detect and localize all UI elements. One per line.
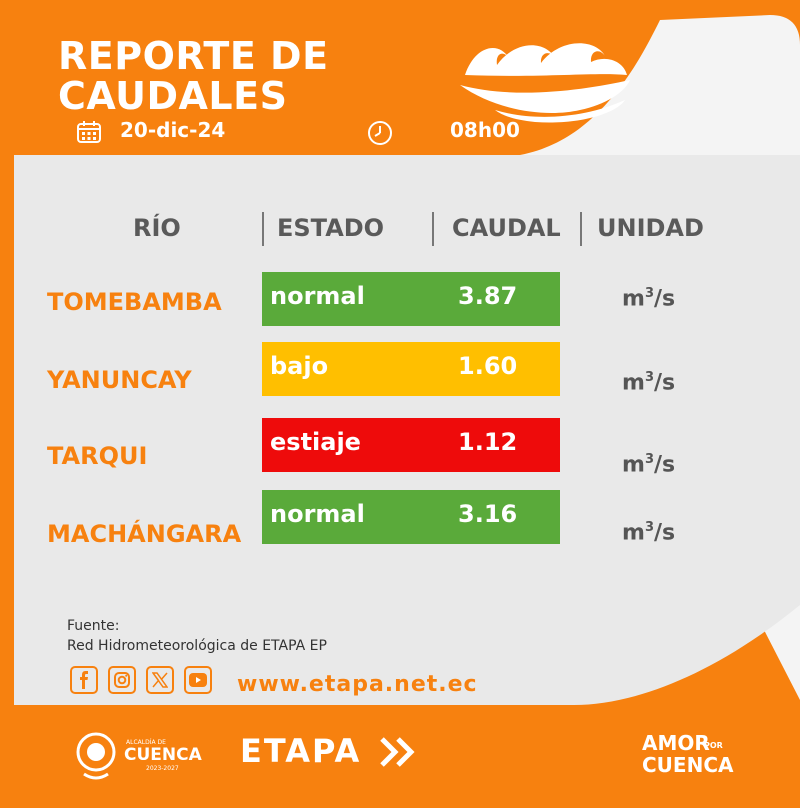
river-name: MACHÁNGARA (47, 520, 242, 548)
river-name: TARQUI (47, 442, 148, 470)
flow-value: 1.60 (458, 352, 518, 380)
report-date: 20-dic-24 (120, 118, 226, 142)
column-header-unit: UNIDAD (597, 214, 704, 242)
unit-base: m (622, 286, 645, 312)
status-cell: normal 3.16 (262, 490, 560, 544)
status-label: normal (270, 500, 365, 528)
clock-icon (368, 121, 392, 145)
flow-value: 3.16 (458, 500, 518, 528)
unit-base: m (622, 370, 645, 396)
por-text: POR (704, 741, 723, 750)
river-name: YANUNCAY (47, 366, 192, 394)
youtube-icon[interactable] (184, 666, 212, 694)
amor-por-cuenca-logo: AMOR POR CUENCA (642, 731, 734, 777)
etapa-logo: ETAPA (240, 732, 362, 770)
unit-exponent: 3 (644, 370, 654, 385)
status-label: bajo (270, 352, 329, 380)
unit-tail: /s (653, 520, 676, 546)
cuenca-text: CUENCA (642, 753, 734, 777)
source-label: Fuente: (67, 618, 120, 634)
instagram-icon[interactable] (108, 666, 136, 694)
status-cell: bajo 1.60 (262, 342, 560, 396)
unit-base: m (622, 520, 645, 546)
page-title: REPORTE DE CAUDALES (58, 36, 329, 116)
website-link[interactable]: www.etapa.net.ec (237, 672, 478, 697)
facebook-icon[interactable] (70, 666, 98, 694)
column-header-flow: CAUDAL (452, 214, 561, 242)
unit-exponent: 3 (644, 520, 654, 535)
cuenca-small-text: ALCALDÍA DE (126, 739, 166, 746)
unit-exponent: 3 (644, 286, 654, 301)
column-separator (432, 212, 434, 246)
unit-label: m3/s (622, 520, 675, 545)
flow-value: 3.87 (458, 282, 518, 310)
report-time: 08h00 (450, 118, 520, 142)
cuenca-name: CUENCA (124, 745, 203, 765)
waves-logo (460, 43, 630, 123)
calendar-icon (77, 121, 101, 143)
amor-text: AMOR (642, 731, 710, 755)
unit-exponent: 3 (644, 452, 654, 467)
unit-label: m3/s (622, 370, 675, 395)
column-header-river: RÍO (133, 214, 181, 242)
column-separator (262, 212, 264, 246)
flow-value: 1.12 (458, 428, 518, 456)
alcaldia-cuenca-logo: ALCALDÍA DE CUENCA 2023-2027 (76, 732, 203, 780)
status-cell: normal 3.87 (262, 272, 560, 326)
unit-tail: /s (653, 452, 676, 478)
river-name: TOMEBAMBA (47, 288, 222, 316)
status-label: normal (270, 282, 365, 310)
cuenca-years: 2023-2027 (146, 765, 179, 772)
unit-tail: /s (653, 286, 676, 312)
title-line-1: REPORTE DE (58, 34, 329, 78)
double-chevron-icon (380, 737, 415, 767)
source-text: Red Hidrometeorológica de ETAPA EP (67, 638, 327, 654)
unit-tail: /s (653, 370, 676, 396)
column-header-status: ESTADO (277, 214, 385, 242)
status-label: estiaje (270, 428, 361, 456)
title-line-2: CAUDALES (58, 74, 288, 118)
unit-label: m3/s (622, 286, 675, 311)
status-cell: estiaje 1.12 (262, 418, 560, 472)
unit-label: m3/s (622, 452, 675, 477)
unit-base: m (622, 452, 645, 478)
column-separator (580, 212, 582, 246)
x-icon[interactable] (146, 666, 174, 694)
